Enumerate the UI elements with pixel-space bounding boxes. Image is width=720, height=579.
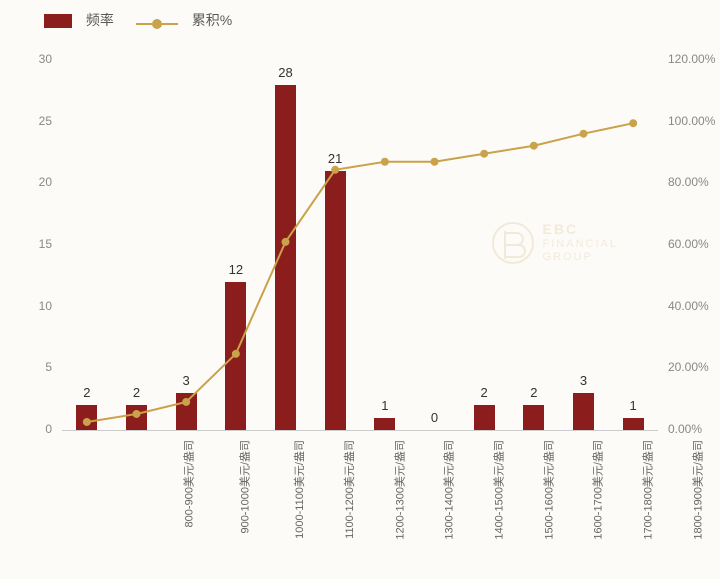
- x-category-label: 1200-1300美元/盎司: [391, 440, 407, 540]
- x-category-label: 1700-1800美元/盎司: [640, 440, 656, 540]
- line-marker: [83, 418, 91, 426]
- x-category-label: 1100-1200美元/盎司: [341, 440, 357, 539]
- y-left-tick: 15: [12, 237, 52, 251]
- x-category-label: 1400-1500美元/盎司: [491, 440, 507, 540]
- y-right-tick: 120.00%: [668, 52, 715, 66]
- legend-line-right: [162, 23, 178, 25]
- cumulative-line: [62, 60, 658, 430]
- line-marker: [381, 158, 389, 166]
- y-left-tick: 10: [12, 299, 52, 313]
- line-marker: [530, 142, 538, 150]
- plot-area: EBC FINANCIAL GROUP 0510152025300.00%20.…: [62, 60, 658, 430]
- legend-line-left: [136, 23, 152, 25]
- y-right-tick: 40.00%: [668, 299, 709, 313]
- legend-item-bar: 频率: [44, 10, 114, 30]
- line-marker: [182, 398, 190, 406]
- x-category-label: 800-900美元/盎司: [180, 440, 196, 527]
- x-category-label: 1800-1900美元/盎司: [689, 440, 705, 540]
- y-right-tick: 100.00%: [668, 114, 715, 128]
- x-category-label: 900-1000美元/盎司: [236, 440, 252, 534]
- line-marker: [282, 238, 290, 246]
- x-category-label: 1600-1700美元/盎司: [590, 440, 606, 540]
- legend-label-bar: 频率: [86, 12, 114, 28]
- line-marker: [480, 150, 488, 158]
- line-marker: [331, 166, 339, 174]
- y-left-tick: 5: [12, 360, 52, 374]
- legend-swatch-line: [136, 19, 178, 29]
- x-category-label: 1000-1100美元/盎司: [291, 440, 307, 539]
- y-left-tick: 25: [12, 114, 52, 128]
- line-marker: [629, 119, 637, 127]
- legend-label-line: 累积%: [192, 12, 232, 28]
- x-axis-baseline: [62, 430, 658, 431]
- y-right-tick: 20.00%: [668, 360, 709, 374]
- chart-container: 频率 累积% EBC FINANCIAL GROUP 051015202: [0, 0, 720, 579]
- line-marker: [133, 410, 141, 418]
- y-left-tick: 20: [12, 175, 52, 189]
- line-marker: [431, 158, 439, 166]
- legend: 频率 累积%: [44, 10, 232, 30]
- y-right-tick: 80.00%: [668, 175, 709, 189]
- y-left-tick: 30: [12, 52, 52, 66]
- y-right-tick: 60.00%: [668, 237, 709, 251]
- legend-line-dot: [152, 19, 162, 29]
- y-right-tick: 0.00%: [668, 422, 702, 436]
- line-marker: [580, 130, 588, 138]
- x-category-label: 1500-1600美元/盎司: [540, 440, 556, 540]
- y-left-tick: 0: [12, 422, 52, 436]
- x-category-label: 1300-1400美元/盎司: [441, 440, 457, 540]
- line-marker: [232, 350, 240, 358]
- legend-item-line: 累积%: [136, 10, 232, 30]
- legend-swatch-bar: [44, 14, 72, 28]
